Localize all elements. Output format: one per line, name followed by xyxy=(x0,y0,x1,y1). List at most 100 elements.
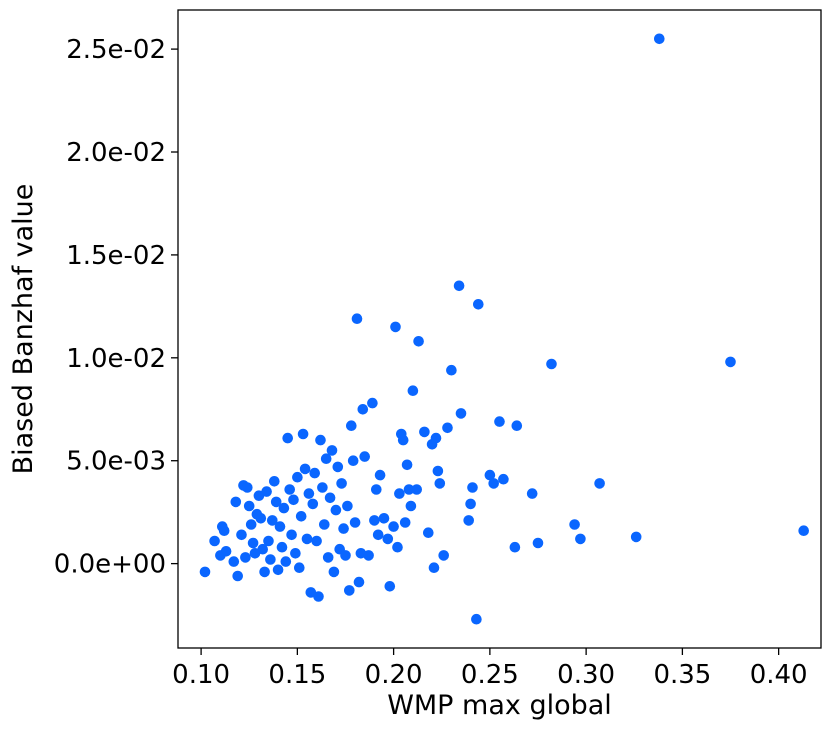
data-point xyxy=(309,467,321,479)
data-point xyxy=(199,566,211,578)
data-point xyxy=(349,517,361,528)
data-point xyxy=(311,535,322,547)
data-point xyxy=(725,356,736,368)
data-point xyxy=(301,533,313,545)
data-point xyxy=(397,434,409,446)
data-point xyxy=(342,500,353,512)
data-point xyxy=(463,515,475,526)
data-point xyxy=(569,519,580,530)
data-point xyxy=(347,455,359,467)
data-point xyxy=(313,591,324,602)
data-point xyxy=(423,527,434,538)
data-point xyxy=(407,385,419,397)
data-point xyxy=(511,420,523,432)
data-point xyxy=(488,478,500,489)
data-point xyxy=(353,576,365,588)
data-point xyxy=(471,613,482,625)
data-point xyxy=(798,525,809,536)
data-point xyxy=(432,465,444,477)
data-point xyxy=(288,494,299,506)
data-point xyxy=(319,519,330,530)
data-point xyxy=(257,543,269,555)
y-tick-label: 2.5e-02 xyxy=(66,35,166,65)
data-point xyxy=(428,562,440,573)
data-point xyxy=(261,486,272,497)
data-point xyxy=(255,513,267,524)
data-point xyxy=(509,541,521,553)
data-point xyxy=(473,299,484,310)
data-point xyxy=(282,432,294,444)
data-point xyxy=(392,541,403,553)
data-point xyxy=(346,420,357,432)
x-tick-label: 0.30 xyxy=(557,660,615,690)
y-axis-label: Biased Banzhaf value xyxy=(8,184,39,475)
y-tick-label: 2.0e-02 xyxy=(66,138,166,168)
data-point xyxy=(630,531,642,543)
data-point xyxy=(272,564,284,576)
data-point xyxy=(284,484,296,495)
data-point xyxy=(292,471,303,483)
data-point xyxy=(390,321,401,333)
data-point xyxy=(218,525,230,536)
data-point xyxy=(434,478,446,489)
data-point xyxy=(405,500,417,512)
data-point xyxy=(338,523,349,534)
data-point xyxy=(209,535,220,547)
data-point xyxy=(317,482,328,493)
data-point xyxy=(230,496,242,508)
data-point xyxy=(401,459,413,471)
data-point xyxy=(374,469,386,481)
data-point xyxy=(245,519,257,530)
data-point xyxy=(394,488,405,499)
x-tick-label: 0.15 xyxy=(268,660,326,690)
x-tick-label: 0.35 xyxy=(653,660,711,690)
data-point xyxy=(236,529,247,541)
data-point xyxy=(330,504,342,516)
data-point xyxy=(280,556,292,567)
data-point xyxy=(498,473,509,485)
y-tick-label: 1.0e-02 xyxy=(66,344,166,374)
data-point xyxy=(332,461,344,473)
data-point xyxy=(465,498,476,510)
data-point xyxy=(453,280,465,292)
data-point xyxy=(336,478,347,489)
data-point xyxy=(265,554,276,565)
x-tick-label: 0.20 xyxy=(365,660,423,690)
y-tick-label: 1.5e-02 xyxy=(66,241,166,271)
data-point xyxy=(247,537,259,549)
data-point xyxy=(326,445,338,456)
data-point xyxy=(399,517,411,528)
data-point xyxy=(259,566,270,578)
data-point xyxy=(278,502,290,514)
data-point xyxy=(340,550,351,561)
data-point xyxy=(240,552,251,563)
data-point xyxy=(351,313,363,325)
data-point xyxy=(384,581,396,592)
data-point xyxy=(297,428,309,440)
x-axis-ticks: 0.10 0.15 0.20 0.25 0.30 0.35 0.40 xyxy=(172,648,808,690)
data-point xyxy=(267,515,278,526)
data-point xyxy=(290,548,301,559)
data-point xyxy=(359,451,371,462)
data-point xyxy=(484,469,496,481)
data-point xyxy=(357,404,369,415)
data-point xyxy=(307,498,319,510)
data-point xyxy=(286,529,297,541)
x-tick-label: 0.25 xyxy=(461,660,519,690)
plot-frame xyxy=(177,9,822,649)
data-point xyxy=(303,488,315,499)
data-point xyxy=(220,546,232,557)
data-point xyxy=(575,533,586,545)
data-point xyxy=(446,364,457,376)
data-point xyxy=(299,463,311,475)
data-point xyxy=(363,550,374,561)
data-point xyxy=(378,513,390,524)
data-point xyxy=(344,585,355,596)
data-point xyxy=(388,521,399,532)
data-point xyxy=(243,500,255,512)
data-point xyxy=(654,33,665,45)
data-point xyxy=(228,556,240,567)
data-point xyxy=(263,535,274,547)
data-point xyxy=(315,434,326,446)
